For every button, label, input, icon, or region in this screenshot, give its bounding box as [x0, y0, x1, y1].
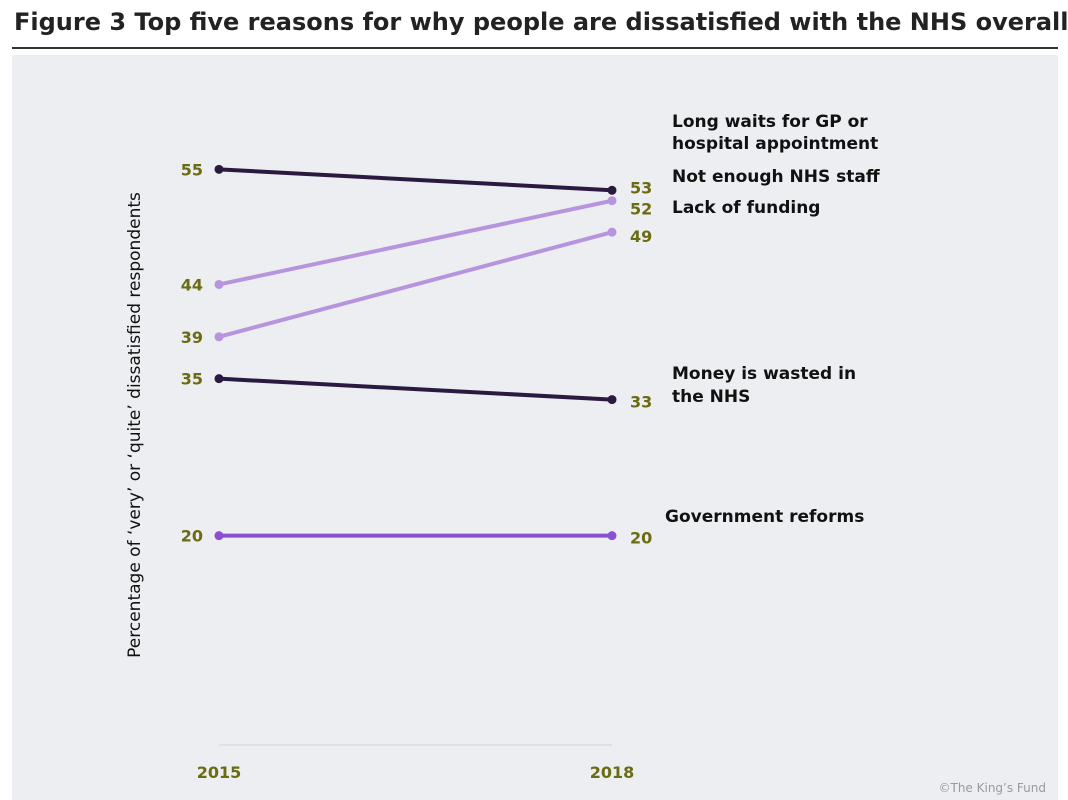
value-label-long-waits-for-gp-or-hospital-appointment-2015: 55: [181, 160, 203, 179]
series-name-label-long-waits-for-gp-or-hospital-appointment-line2: hospital appointment: [672, 134, 878, 154]
chart-panel: Percentage of ‘very’ or ‘quite’ dissatis…: [12, 55, 1058, 800]
value-label-government-reforms-2018: 20: [630, 529, 652, 548]
data-point-lack-of-funding-2018: [607, 227, 617, 237]
series-line-not-enough-nhs-staff: [217, 198, 614, 287]
data-point-long-waits-for-gp-or-hospital-appointment-2015: [214, 164, 224, 174]
chart-background: [12, 55, 1058, 800]
line-chart: Percentage of ‘very’ or ‘quite’ dissatis…: [12, 55, 1058, 800]
value-label-lack-of-funding-2018: 49: [630, 227, 652, 246]
value-label-not-enough-nhs-staff-2018: 52: [630, 200, 652, 219]
y-axis-label: Percentage of ‘very’ or ‘quite’ dissatis…: [125, 192, 145, 658]
series-name-label-money-is-wasted-in-the-nhs-line2: the NHS: [672, 387, 750, 407]
title-divider: [12, 47, 1058, 49]
value-label-government-reforms-2015: 20: [181, 527, 203, 546]
value-label-money-is-wasted-in-the-nhs-2015: 35: [181, 370, 203, 389]
data-point-not-enough-nhs-staff-2015: [214, 279, 224, 289]
series-name-label-long-waits-for-gp-or-hospital-appointment-line1: Long waits for GP or: [672, 112, 868, 132]
x-tick-label-2015: 2015: [197, 763, 242, 782]
value-label-lack-of-funding-2015: 39: [181, 328, 203, 347]
value-label-long-waits-for-gp-or-hospital-appointment-2018: 53: [630, 178, 652, 197]
series-name-label-government-reforms: Government reforms: [665, 507, 864, 527]
value-label-money-is-wasted-in-the-nhs-2018: 33: [630, 393, 652, 412]
data-point-government-reforms-2018: [607, 531, 617, 541]
chart-title: Figure 3 Top five reasons for why people…: [14, 8, 1068, 36]
series-line-lack-of-funding: [217, 230, 614, 339]
data-point-government-reforms-2015: [214, 531, 224, 541]
series-name-label-not-enough-nhs-staff: Not enough NHS staff: [672, 167, 880, 187]
series-name-label-money-is-wasted-in-the-nhs-line1: Money is wasted in: [672, 364, 856, 384]
data-point-lack-of-funding-2015: [214, 332, 224, 342]
source-credit: ©The King’s Fund: [938, 781, 1046, 795]
value-label-not-enough-nhs-staff-2015: 44: [181, 275, 203, 294]
data-point-not-enough-nhs-staff-2018: [607, 196, 617, 206]
x-tick-label-2018: 2018: [590, 763, 635, 782]
data-point-money-is-wasted-in-the-nhs-2018: [607, 395, 617, 405]
series-name-label-lack-of-funding: Lack of funding: [672, 198, 820, 218]
data-point-long-waits-for-gp-or-hospital-appointment-2018: [607, 185, 617, 195]
series-line-long-waits-for-gp-or-hospital-appointment: [217, 167, 614, 193]
series-line-money-is-wasted-in-the-nhs: [217, 376, 614, 402]
data-point-money-is-wasted-in-the-nhs-2015: [214, 374, 224, 384]
